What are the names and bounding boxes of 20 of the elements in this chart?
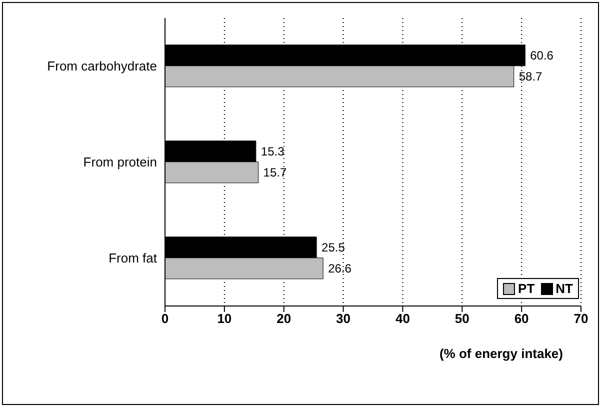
data-label: 58.7 (518, 70, 543, 84)
x-tick-label: 50 (454, 311, 470, 326)
data-label: 15.3 (260, 144, 285, 159)
x-tick-label: 40 (395, 311, 410, 326)
y-tick-label: From protein (83, 154, 157, 170)
data-label: 26.6 (328, 262, 352, 276)
x-tick-label: 20 (276, 311, 292, 326)
y-tick-label: From carbohydrate (47, 58, 157, 74)
data-label: 25.5 (322, 240, 346, 255)
x-tick-label: 30 (336, 311, 351, 326)
x-axis-title: (% of energy intake) (439, 346, 563, 361)
legend-label: NT (554, 281, 573, 296)
x-tick-label: 70 (574, 311, 588, 326)
legend-label: PT (517, 281, 535, 296)
x-tick-label: 10 (217, 311, 232, 326)
y-tick-label: From fat (108, 250, 158, 266)
x-tick-label: 60 (514, 311, 529, 326)
x-tick-label: 0 (161, 311, 169, 326)
data-label: 15.7 (263, 166, 287, 180)
data-label: 60.6 (530, 48, 554, 63)
